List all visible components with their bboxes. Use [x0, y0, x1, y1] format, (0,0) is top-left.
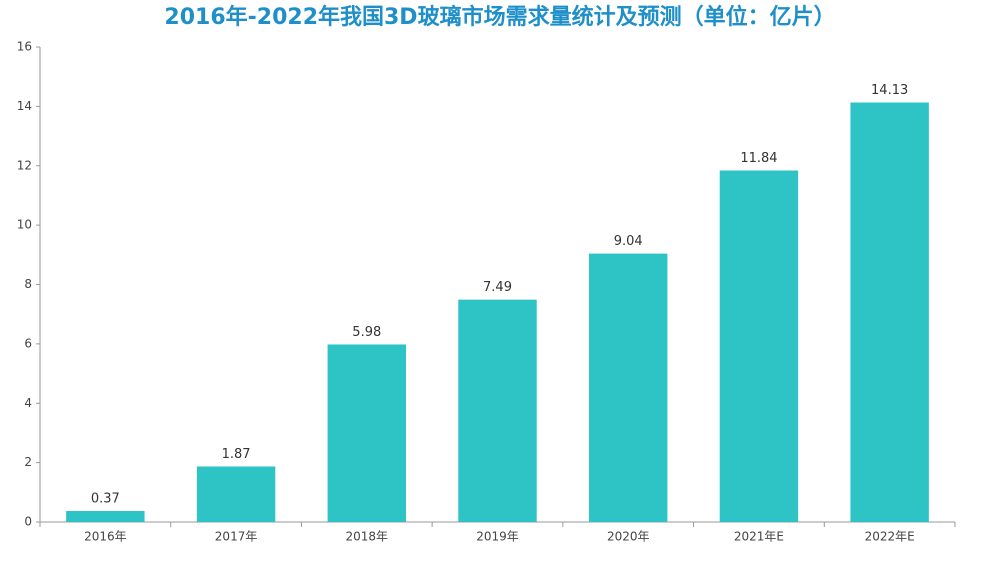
value-label: 9.04 — [614, 234, 643, 249]
y-tick-label: 14 — [17, 99, 32, 113]
bar — [196, 466, 276, 522]
bar — [719, 170, 799, 522]
x-tick-label: 2019年 — [476, 530, 519, 544]
x-tick-label: 2018年 — [346, 530, 389, 544]
y-tick-label: 8 — [24, 277, 32, 291]
value-label: 5.98 — [352, 325, 381, 340]
bar — [850, 102, 929, 522]
chart-title: 2016年-2022年我国3D玻璃市场需求量统计及预测（单位：亿片） — [164, 4, 835, 30]
y-tick-label: 2 — [24, 455, 32, 469]
y-tick-label: 10 — [17, 218, 32, 232]
bar — [327, 344, 406, 522]
bar — [589, 253, 668, 522]
y-tick-label: 4 — [24, 396, 32, 410]
x-tick-label: 2022年E — [865, 530, 915, 544]
value-label: 7.49 — [483, 280, 512, 295]
x-tick-label: 2017年 — [215, 530, 258, 544]
y-tick-label: 12 — [17, 158, 32, 172]
value-label: 0.37 — [91, 492, 120, 507]
x-tick-label: 2021年E — [734, 530, 784, 544]
value-label: 11.84 — [740, 151, 777, 166]
value-label: 1.87 — [222, 447, 251, 462]
y-tick-label: 0 — [24, 515, 32, 529]
x-tick-label: 2016年 — [84, 530, 127, 544]
bar — [66, 511, 145, 522]
bar — [458, 299, 537, 522]
value-label: 14.13 — [871, 83, 908, 98]
x-tick-label: 2020年 — [607, 530, 650, 544]
y-tick-label: 6 — [24, 336, 32, 350]
y-tick-label: 16 — [17, 40, 32, 54]
